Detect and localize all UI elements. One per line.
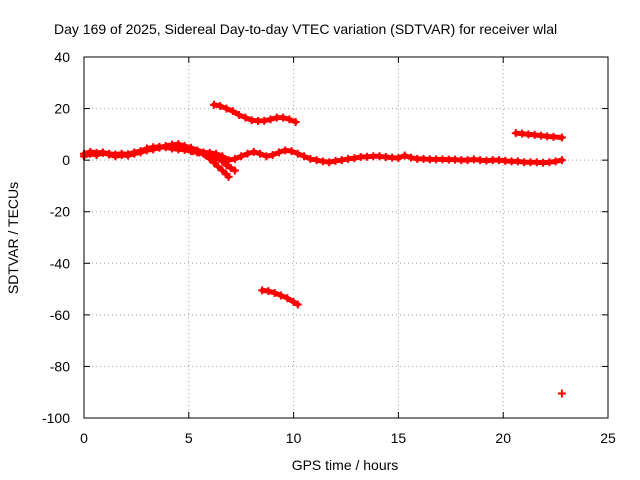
x-tick-label: 0 [80,430,88,446]
data-point [557,133,566,142]
data-point [557,389,566,398]
y-tick-label: -60 [50,307,70,323]
data-point [136,147,145,156]
data-point [226,163,235,172]
data-point [224,172,233,181]
data-point [230,154,239,163]
data-point [224,156,233,165]
data-point [549,132,558,141]
data-point [230,166,239,175]
data-point [264,287,273,296]
data-point [293,149,302,158]
data-point [86,147,95,156]
data-point [209,158,218,167]
data-layer [80,100,566,398]
data-point [188,147,197,156]
series-lower-arc [258,286,302,309]
x-tick-label: 10 [286,430,302,446]
data-point [209,100,218,109]
data-point [205,154,214,163]
series-outlier [557,389,566,398]
data-point [266,115,275,124]
y-tick-label: 20 [54,101,70,117]
y-tick-label: 40 [54,49,70,65]
data-point [270,288,279,297]
data-point [262,152,271,161]
y-tick-labels: -100 -80 -60 -40 -20 0 20 40 [42,49,70,426]
y-tick-label: -20 [50,204,70,220]
data-point [268,150,277,159]
data-point [161,143,170,152]
data-point [218,157,227,166]
y-tick-label: -80 [50,358,70,374]
data-point [406,153,415,162]
data-point [306,154,315,163]
data-point [260,116,269,125]
y-tick-label: 0 [62,152,70,168]
data-point [312,156,321,165]
plot-frame [83,56,609,419]
data-point [274,148,283,157]
x-tick-label: 15 [391,430,407,446]
data-point [243,149,252,158]
data-point [325,158,334,167]
data-point [201,150,210,159]
data-point [287,147,296,156]
data-point [216,101,225,110]
x-tick-labels: 0 5 10 15 20 25 [80,430,616,446]
x-tick-label: 20 [495,430,511,446]
data-point [256,149,265,158]
data-point [557,156,566,165]
data-point [214,162,223,171]
data-point [218,166,227,175]
data-point [241,113,250,122]
data-point [289,297,298,306]
data-point [293,300,302,309]
series-late-segment [511,129,566,142]
series-steep-dip [188,147,233,181]
data-point [222,104,231,113]
x-tick-label: 5 [185,430,193,446]
data-point [300,152,309,161]
series-upper-arc [209,100,300,126]
data-point [291,117,300,126]
data-point [279,113,288,122]
y-axis-label: SDTVAR / TECUs [5,182,21,294]
y-tick-label: -40 [50,255,70,271]
data-point [394,154,403,163]
data-point [237,152,246,161]
data-point [130,148,139,157]
data-point [277,291,286,300]
ticks [83,56,609,419]
data-point [350,154,359,163]
data-point [98,148,107,157]
data-point [195,148,204,157]
data-point [283,294,292,303]
data-point [222,161,231,170]
data-point [551,157,560,166]
data-point [212,153,221,162]
grid [84,57,608,418]
chart-title: Day 169 of 2025, Sidereal Day-to-day VTE… [54,21,557,37]
data-point [228,107,237,116]
data-point [249,147,258,156]
data-point [180,145,189,154]
x-tick-label: 25 [600,430,616,446]
data-point [285,115,294,124]
data-point [124,150,133,159]
series-lower-band [80,142,239,175]
data-point [235,111,244,120]
data-point [142,144,151,153]
y-tick-label: -100 [42,410,70,426]
data-point [400,151,409,160]
data-point [337,156,346,165]
x-axis-label: GPS time / hours [292,457,399,473]
